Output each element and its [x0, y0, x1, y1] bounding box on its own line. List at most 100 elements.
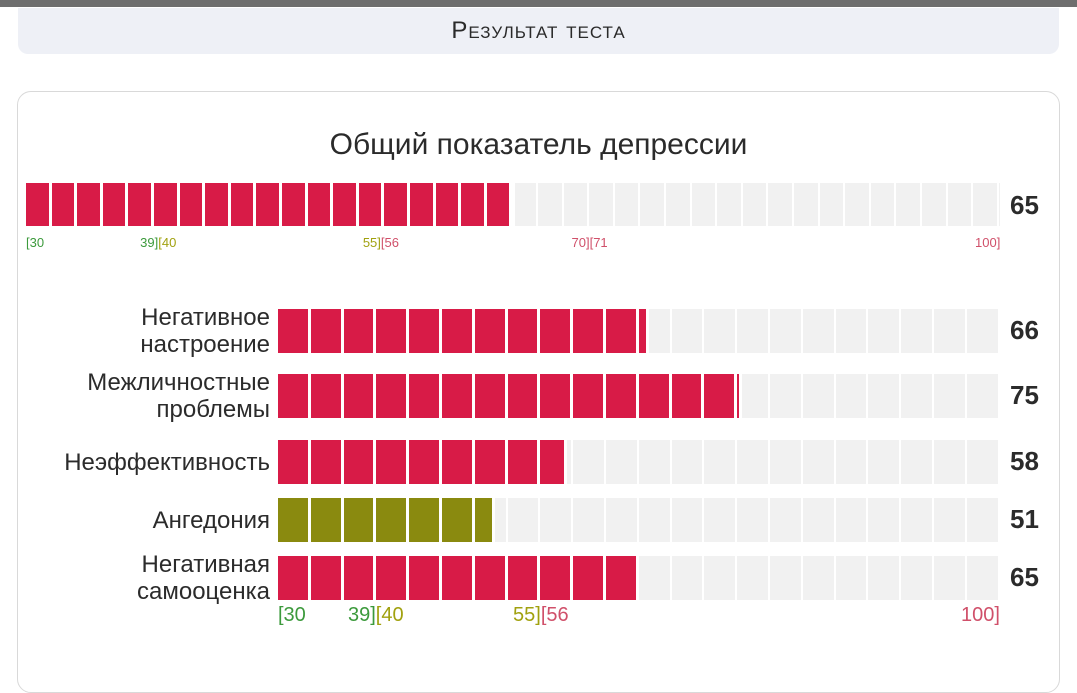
subscale-bar-segment	[409, 498, 442, 542]
subscale-bar-segment	[409, 309, 442, 353]
subscale-bar-segment	[442, 498, 475, 542]
bar-ghost-segment	[573, 498, 606, 542]
bar-ghost-segment	[538, 183, 564, 226]
total-bar-segment	[102, 183, 129, 226]
subscale-bar-segment	[737, 374, 743, 418]
bar-ghost-segment	[934, 556, 967, 600]
bar-ghost-segment	[589, 183, 615, 226]
subscale-bar-segment	[606, 309, 639, 353]
bar-ghost-segment	[737, 498, 770, 542]
tick-label-part: [30	[278, 604, 306, 626]
tick-label-part: [40	[375, 604, 404, 626]
subscale-bar-segment	[409, 440, 442, 484]
bar-ghost-segment	[803, 556, 836, 600]
tick-label-part: [56	[380, 235, 399, 250]
subscale-bar-segment	[474, 374, 508, 418]
bar-ghost-segment	[896, 183, 922, 226]
subscale-label: Ангедония	[12, 507, 270, 534]
subscale-bar-segment	[507, 309, 541, 353]
chart-title: Общий показатель депрессии	[329, 128, 748, 161]
subscale-label: Межличностные проблемы	[12, 369, 270, 423]
subscale-value-label: 58	[1010, 446, 1039, 476]
subscale-value-label: 65	[1010, 562, 1039, 592]
result-header: Результат теста	[18, 8, 1059, 54]
subscale-bar-segment	[409, 556, 442, 600]
total-bar-segment	[256, 183, 282, 226]
bar-ghost-segment	[934, 498, 967, 542]
subscale-label: Негативная самооценка	[12, 551, 270, 605]
bar-ghost-segment	[868, 374, 902, 418]
bar-ghost-segment	[770, 440, 803, 484]
total-bar-segment	[486, 183, 513, 226]
bar-ghost-segment	[737, 440, 770, 484]
tick-label-part: 70]	[571, 235, 590, 250]
tick-label-part: [40	[158, 235, 177, 250]
bar-ghost-segment	[901, 374, 934, 418]
bar-ghost-segment	[922, 183, 948, 226]
subscale-bar-track	[278, 374, 1000, 418]
subscale-bar-segment	[540, 440, 567, 484]
bar-ghost-segment	[948, 183, 974, 226]
total-scale-tick: 70][71	[572, 235, 608, 250]
subscale-bar-segment	[376, 498, 410, 542]
total-bar-segment	[512, 183, 516, 226]
bar-ghost-segment	[934, 309, 967, 353]
bar-ghost-segment	[967, 556, 1000, 600]
subscale-bar-segment	[671, 374, 705, 418]
subscale-bar-segment	[474, 498, 495, 542]
bar-ghost-segment	[770, 309, 803, 353]
subscale-bar-segment	[343, 498, 377, 542]
bar-ghost-segment	[672, 309, 705, 353]
subscale-bar-segment	[310, 309, 344, 353]
bar-ghost-segment	[901, 556, 934, 600]
bar-ghost-segment	[868, 556, 902, 600]
bar-ghost-segment	[868, 309, 902, 353]
bar-ghost-segment	[967, 309, 1000, 353]
subscale-bar-segment	[474, 440, 508, 484]
bar-ghost-segment	[967, 374, 1000, 418]
bar-ghost-segment	[868, 498, 902, 542]
subscale-value-label: 75	[1010, 380, 1039, 410]
total-bar-segment	[384, 183, 410, 226]
subscale-bar-segment	[278, 498, 311, 542]
bar-ghost-segment	[615, 183, 641, 226]
subscale-bar-segment	[540, 374, 574, 418]
bar-ghost-segment	[640, 183, 666, 226]
total-scale-tick: 55][56	[363, 235, 399, 250]
subscale-bar-segment	[409, 374, 442, 418]
bar-ghost-segment	[794, 183, 820, 226]
subscale-scale-tick: 39][40	[348, 604, 404, 627]
bar-ghost-segment	[704, 309, 738, 353]
bar-ghost-segment	[540, 498, 574, 542]
bar-ghost-segment	[704, 440, 738, 484]
subscale-bar-segment	[442, 440, 475, 484]
bar-ghost-segment	[901, 440, 934, 484]
subscale-bar-segment	[343, 374, 377, 418]
tick-label-part: 39]	[347, 604, 376, 626]
subscale-bar-segment	[704, 374, 738, 418]
subscale-bar-track	[278, 556, 1000, 600]
bar-ghost-segment	[737, 309, 770, 353]
subscale-bar-segment	[507, 374, 541, 418]
bar-ghost-segment	[639, 309, 672, 353]
header-title: Результат теста	[451, 17, 626, 44]
subscale-label-line: настроение	[140, 331, 270, 358]
bar-ghost-segment	[666, 183, 692, 226]
bar-ghost-segment	[803, 309, 836, 353]
total-scale-tick: 100]	[975, 235, 1000, 250]
subscale-bar-segment	[474, 556, 508, 600]
bar-ghost-segment	[768, 183, 794, 226]
bar-ghost-segment	[803, 440, 836, 484]
bar-ghost-segment	[512, 183, 538, 226]
bar-ghost-segment	[639, 498, 672, 542]
bar-ghost-segment	[836, 556, 869, 600]
bar-ghost-segment	[934, 440, 967, 484]
total-bar-segment	[128, 183, 154, 226]
total-bar-segment	[333, 183, 359, 226]
bar-ghost-segment	[672, 498, 705, 542]
bar-ghost-segment	[639, 440, 672, 484]
subscale-scale-tick: [30	[278, 604, 306, 627]
bar-ghost-segment	[737, 556, 770, 600]
total-bar-segment	[77, 183, 103, 226]
bar-ghost-segment	[803, 374, 836, 418]
